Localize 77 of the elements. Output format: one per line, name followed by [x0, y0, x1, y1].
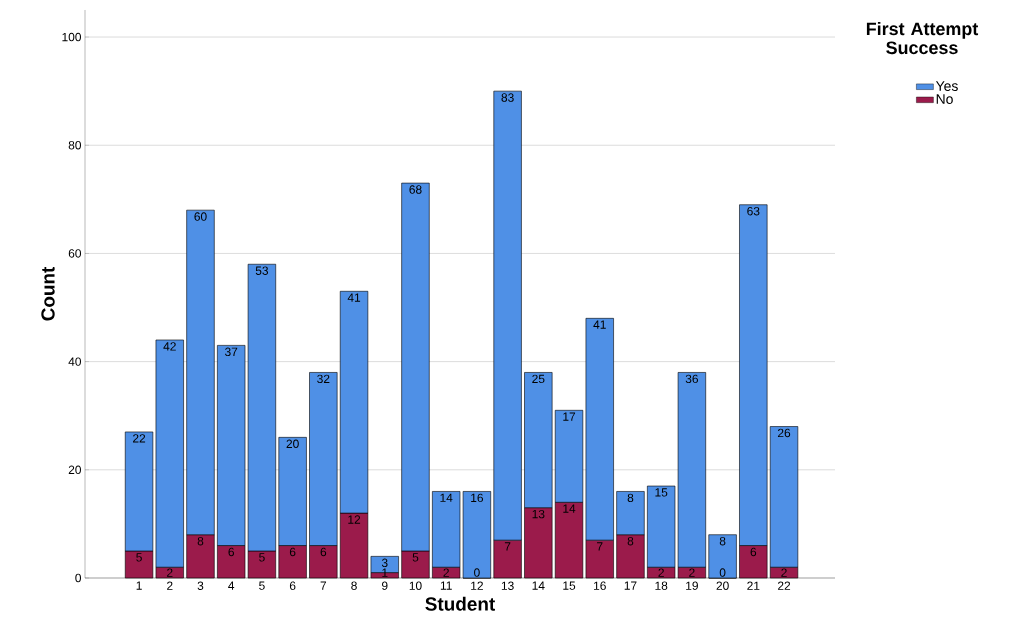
annotation: 0 — [474, 568, 480, 577]
data-label: 41 — [593, 320, 606, 329]
data-label: 1 — [382, 568, 388, 577]
data-label: 36 — [685, 374, 699, 384]
data-label: 6 — [228, 547, 234, 557]
data-label: 2 — [658, 568, 664, 577]
data-label: 7 — [597, 542, 603, 551]
x-tick-label: 22 — [777, 581, 791, 590]
data-label: 12 — [348, 515, 361, 524]
y-tick-label: 60 — [68, 249, 82, 258]
data-label: 22 — [133, 434, 146, 443]
data-label: 8 — [627, 493, 634, 503]
data-label: 8 — [719, 536, 726, 546]
x-tick-label: 11 — [440, 581, 452, 590]
x-tick-label: 16 — [594, 581, 606, 590]
x-tick-label: 4 — [228, 581, 235, 590]
data-label: 2 — [443, 568, 449, 577]
y-tick-label: 100 — [62, 32, 82, 42]
y-tick-label: 20 — [68, 465, 82, 475]
x-tick-label: 7 — [320, 581, 327, 590]
legend-title: First Attempt Success — [866, 22, 979, 55]
data-label: 5 — [412, 553, 419, 562]
data-label: 6 — [289, 547, 296, 557]
data-label: 15 — [655, 488, 668, 497]
data-label: 63 — [747, 206, 760, 216]
x-tick-label: 18 — [655, 581, 668, 590]
data-label: 5 — [136, 553, 142, 562]
data-label: 8 — [627, 536, 634, 546]
data-label: 83 — [501, 93, 514, 102]
data-label: 2 — [689, 568, 695, 577]
data-label: 7 — [504, 542, 511, 551]
data-label: 14 — [440, 493, 453, 502]
legend-label: Yes — [935, 81, 958, 91]
data-label: 20 — [286, 439, 299, 449]
data-label: 42 — [163, 342, 176, 351]
data-label: 14 — [563, 504, 576, 513]
data-label: 37 — [225, 347, 238, 357]
legend-label: No — [936, 94, 953, 105]
data-label: 0 — [719, 568, 726, 577]
data-label: 68 — [409, 185, 422, 194]
data-label: 25 — [532, 374, 545, 384]
y-tick-label: 80 — [68, 141, 82, 150]
data-label: 3 — [381, 558, 388, 568]
data-label: 17 — [563, 412, 576, 421]
y-tick-label: 40 — [68, 357, 82, 366]
x-tick-label: 10 — [409, 581, 422, 590]
x-tick-label: 19 — [686, 581, 698, 590]
y-axis-title: Count — [41, 266, 55, 321]
data-label: 60 — [194, 212, 207, 221]
x-tick-label: 20 — [716, 581, 729, 590]
data-label: 53 — [255, 266, 269, 275]
x-tick-label: 3 — [197, 581, 204, 590]
x-tick-label: 2 — [167, 581, 173, 590]
x-tick-label: 13 — [501, 581, 514, 590]
x-tick-label: 5 — [259, 581, 265, 590]
x-tick-label: 6 — [289, 581, 296, 590]
x-tick-label: 17 — [624, 581, 637, 590]
data-label: 2 — [167, 568, 173, 577]
x-axis-title: Student — [425, 596, 495, 611]
x-tick-label: 14 — [532, 581, 545, 590]
data-label: 5 — [259, 553, 265, 562]
data-label: 32 — [317, 374, 330, 384]
data-label: 16 — [471, 493, 484, 503]
data-label: 6 — [320, 547, 327, 557]
x-tick-label: 21 — [747, 581, 760, 590]
data-label: 2 — [781, 568, 787, 577]
data-label: 6 — [750, 547, 757, 557]
data-label: 26 — [777, 428, 791, 438]
data-label: 13 — [532, 509, 545, 519]
x-tick-label: 1 — [136, 581, 142, 590]
data-label: 41 — [347, 293, 361, 302]
x-tick-label: 9 — [382, 581, 388, 590]
x-tick-label: 15 — [563, 581, 576, 590]
x-tick-label: 12 — [471, 581, 483, 590]
x-tick-label: 8 — [351, 581, 357, 590]
data-label: 8 — [197, 536, 204, 546]
y-tick-label: 0 — [75, 573, 82, 583]
